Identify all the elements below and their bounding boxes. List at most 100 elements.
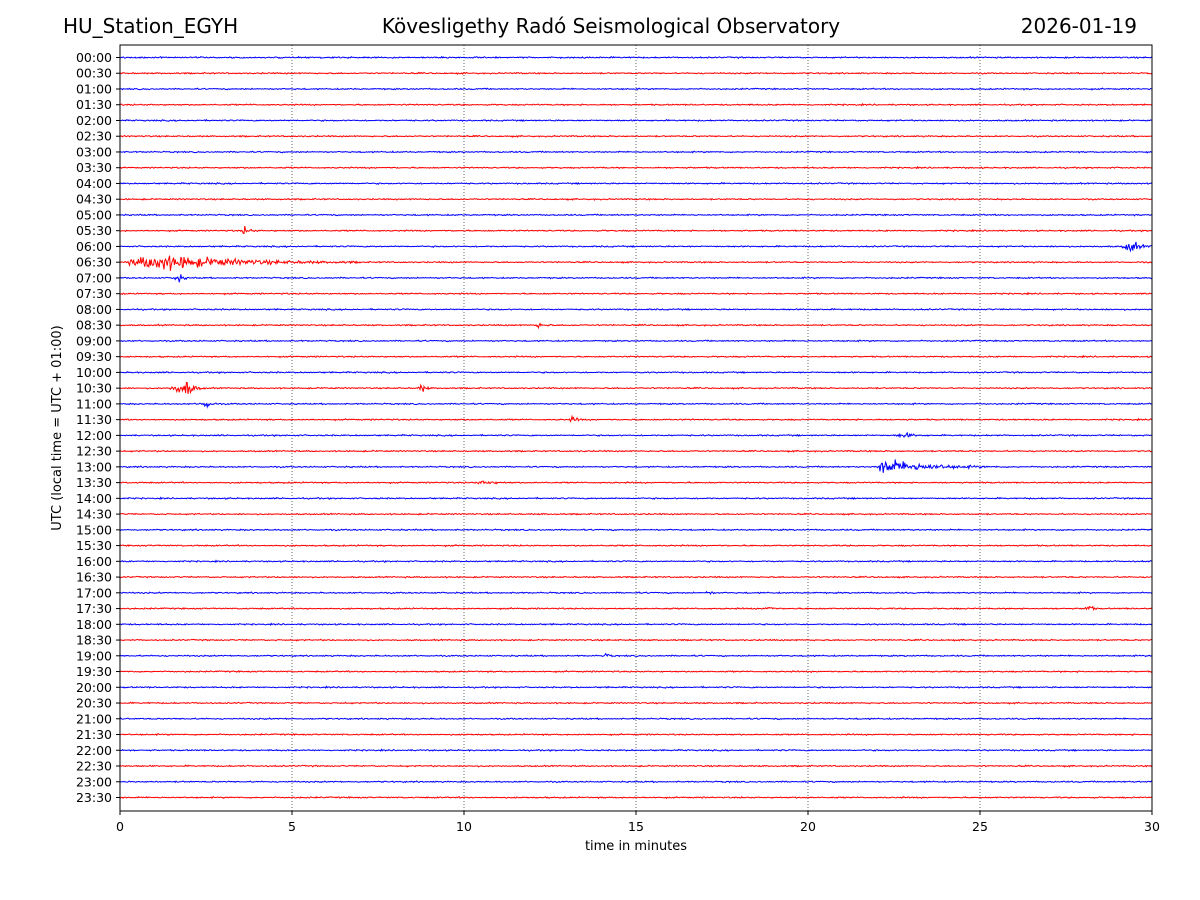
trace-2200 bbox=[119, 748, 1153, 752]
y-tick-label: 15:00 bbox=[76, 522, 112, 537]
y-tick-label: 20:30 bbox=[76, 696, 112, 711]
trace-0830 bbox=[119, 322, 1153, 330]
y-tick-label: 17:00 bbox=[76, 585, 112, 600]
y-tick-label: 12:00 bbox=[76, 428, 112, 443]
y-tick-label: 22:00 bbox=[76, 743, 112, 758]
trace-2030 bbox=[119, 701, 1153, 705]
trace-0500 bbox=[119, 213, 1153, 217]
x-tick-label: 25 bbox=[972, 819, 988, 834]
trace-1100 bbox=[119, 402, 1153, 409]
trace-2100 bbox=[119, 717, 1153, 721]
y-tick-label: 21:30 bbox=[76, 727, 112, 742]
trace-0930 bbox=[119, 354, 1153, 359]
trace-1600 bbox=[119, 559, 1153, 564]
y-tick-label: 10:00 bbox=[76, 365, 112, 380]
y-axis-ticks: 00:0000:3001:0001:3002:0002:3003:0003:30… bbox=[76, 50, 120, 805]
y-tick-label: 19:00 bbox=[76, 648, 112, 663]
y-tick-label: 09:00 bbox=[76, 333, 112, 348]
trace-0230 bbox=[119, 134, 1153, 138]
y-tick-label: 01:00 bbox=[76, 81, 112, 96]
y-tick-label: 01:30 bbox=[76, 97, 112, 112]
y-tick-label: 14:00 bbox=[76, 491, 112, 506]
trace-0330 bbox=[119, 165, 1153, 170]
trace-1800 bbox=[119, 622, 1153, 626]
y-tick-label: 04:00 bbox=[76, 176, 112, 191]
trace-1200 bbox=[119, 431, 1153, 439]
y-tick-label: 12:30 bbox=[76, 444, 112, 459]
trace-0600 bbox=[119, 241, 1153, 253]
trace-1030 bbox=[119, 381, 1153, 395]
y-tick-label: 08:00 bbox=[76, 302, 112, 317]
y-tick-label: 18:00 bbox=[76, 617, 112, 632]
trace-1230 bbox=[119, 449, 1153, 453]
trace-0900 bbox=[119, 339, 1153, 343]
y-tick-label: 04:30 bbox=[76, 192, 112, 207]
vertical-grid bbox=[291, 45, 981, 811]
y-tick-label: 13:30 bbox=[76, 475, 112, 490]
observatory-title: Kövesligethy Radó Seismological Observat… bbox=[381, 14, 841, 38]
trace-0430 bbox=[119, 197, 1153, 201]
trace-0730 bbox=[119, 291, 1153, 296]
y-tick-label: 06:00 bbox=[76, 239, 112, 254]
trace-0400 bbox=[119, 181, 1153, 186]
y-axis-label: UTC (local time = UTC + 01:00) bbox=[50, 325, 65, 530]
trace-1730 bbox=[120, 605, 1153, 611]
y-tick-label: 07:30 bbox=[76, 286, 112, 301]
y-tick-label: 06:30 bbox=[76, 255, 112, 270]
y-tick-label: 23:30 bbox=[76, 790, 112, 805]
x-tick-label: 30 bbox=[1144, 819, 1160, 834]
y-tick-label: 09:30 bbox=[76, 349, 112, 364]
trace-0030 bbox=[119, 71, 1153, 75]
trace-2300 bbox=[119, 780, 1153, 784]
trace-1000 bbox=[119, 370, 1153, 375]
trace-1300 bbox=[119, 459, 1152, 473]
trace-1700 bbox=[119, 590, 1153, 596]
y-tick-label: 23:00 bbox=[76, 774, 112, 789]
y-tick-label: 00:00 bbox=[76, 50, 112, 65]
y-tick-label: 07:00 bbox=[76, 270, 112, 285]
trace-0200 bbox=[119, 118, 1153, 123]
trace-1830 bbox=[119, 638, 1153, 642]
y-tick-label: 05:00 bbox=[76, 207, 112, 222]
y-tick-label: 03:00 bbox=[76, 144, 112, 159]
trace-0100 bbox=[119, 87, 1153, 91]
trace-2230 bbox=[119, 764, 1153, 768]
y-tick-label: 17:30 bbox=[76, 601, 112, 616]
trace-0130 bbox=[119, 102, 1153, 107]
x-tick-label: 15 bbox=[628, 819, 644, 834]
y-tick-label: 15:30 bbox=[76, 538, 112, 553]
y-tick-label: 11:30 bbox=[76, 412, 112, 427]
x-axis-label: time in minutes bbox=[585, 839, 687, 854]
trace-0700 bbox=[119, 274, 1153, 283]
trace-1130 bbox=[119, 414, 1153, 423]
y-tick-label: 00:30 bbox=[76, 66, 112, 81]
y-tick-label: 05:30 bbox=[76, 223, 112, 238]
station-name: HU_Station_EGYH bbox=[63, 14, 239, 38]
trace-2330 bbox=[119, 795, 1153, 800]
x-tick-label: 5 bbox=[288, 819, 296, 834]
y-tick-label: 16:30 bbox=[76, 570, 112, 585]
y-tick-label: 14:30 bbox=[76, 507, 112, 522]
y-tick-label: 10:30 bbox=[76, 381, 112, 396]
trace-0630 bbox=[119, 255, 1153, 271]
y-tick-label: 11:00 bbox=[76, 396, 112, 411]
y-tick-label: 19:30 bbox=[76, 664, 112, 679]
trace-0800 bbox=[119, 307, 1153, 312]
y-tick-label: 03:30 bbox=[76, 160, 112, 175]
trace-1330 bbox=[119, 480, 1152, 485]
x-axis-ticks: 0 5 10 15 20 25 30 bbox=[116, 811, 1160, 834]
trace-1900 bbox=[119, 652, 1153, 658]
y-tick-label: 16:00 bbox=[76, 554, 112, 569]
trace-1630 bbox=[119, 575, 1153, 579]
y-tick-label: 18:30 bbox=[76, 633, 112, 648]
y-tick-label: 21:00 bbox=[76, 711, 112, 726]
y-tick-label: 22:30 bbox=[76, 759, 112, 774]
seismic-traces bbox=[119, 55, 1153, 800]
y-tick-label: 02:00 bbox=[76, 113, 112, 128]
trace-2130 bbox=[119, 732, 1152, 737]
trace-0300 bbox=[119, 150, 1153, 154]
trace-2000 bbox=[119, 685, 1152, 689]
trace-0530 bbox=[119, 226, 1153, 234]
y-tick-label: 08:30 bbox=[76, 318, 112, 333]
